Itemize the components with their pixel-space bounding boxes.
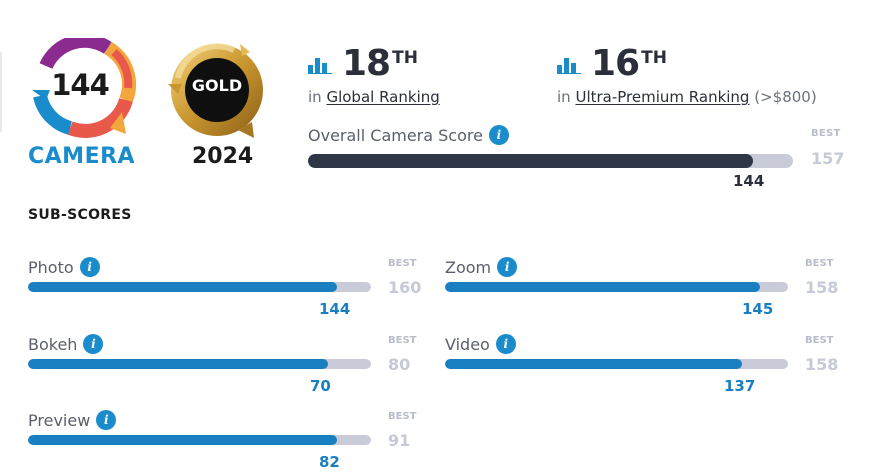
gold-medal-badge: GOLD: [164, 38, 270, 142]
subscore-label: Zoom: [445, 257, 492, 277]
ultra-premium-ranking-link[interactable]: Ultra-Premium Ranking: [575, 88, 750, 106]
subscore-best-value: 80: [388, 355, 411, 374]
subscore-label: Photo: [28, 257, 74, 277]
overall-best-value: 157: [811, 149, 845, 168]
global-rank-prefix: in: [308, 88, 322, 106]
subscore-bar: [28, 435, 371, 445]
overall-score-value: 144: [733, 172, 765, 190]
global-ranking: 18 TH in Global Ranking: [308, 44, 440, 106]
subscore-best-label: BEST: [805, 335, 834, 346]
subscore-bar: [28, 359, 371, 369]
subscore-best-value: 91: [388, 431, 411, 450]
subscore-best-label: BEST: [388, 335, 417, 346]
bar-chart-icon: [557, 58, 581, 74]
info-icon[interactable]: i: [488, 125, 509, 145]
subscore-best-label: BEST: [388, 258, 417, 269]
ultra-premium-rank-suffix: TH: [641, 48, 667, 68]
ultra-premium-rank-number: 16: [591, 43, 640, 84]
subscore-best-value: 158: [805, 355, 839, 374]
subscore-bokeh: Bokeh i BEST 80 70: [28, 334, 428, 404]
medal-label: GOLD: [191, 76, 243, 95]
overall-score-title: Overall Camera Score: [308, 126, 483, 145]
subscore-preview: Preview i BEST 91 82: [28, 410, 428, 476]
subscore-fill: [28, 435, 337, 445]
subscore-fill: [445, 282, 760, 292]
subscore-value: 137: [724, 377, 756, 395]
subscore-fill: [445, 359, 742, 369]
global-rank-suffix: TH: [392, 48, 418, 68]
subscore-bar: [445, 282, 788, 292]
info-icon[interactable]: i: [497, 257, 518, 277]
subscore-video: Video i BEST 158 137: [445, 334, 845, 404]
subscore-best-value: 160: [388, 278, 422, 297]
bar-chart-icon: [308, 58, 332, 74]
subscore-label: Preview: [28, 410, 91, 430]
info-icon[interactable]: i: [96, 410, 117, 430]
subscore-value: 82: [319, 453, 340, 471]
ultra-premium-ranking: 16 TH in Ultra-Premium Ranking (>$800): [557, 44, 817, 106]
subscore-bar: [445, 359, 788, 369]
overall-best-label: BEST: [811, 128, 841, 139]
subscore-label: Bokeh: [28, 334, 78, 354]
camera-score-value: 144: [51, 68, 110, 102]
subscore-photo: Photo i BEST 160 144: [28, 257, 428, 327]
subscore-bar: [28, 282, 371, 292]
ultra-premium-rank-prefix: in: [557, 88, 571, 106]
overall-score-bar: [308, 154, 793, 168]
camera-score-badge: 144: [30, 38, 138, 140]
score-ring-icon: [32, 38, 136, 138]
subscore-zoom: Zoom i BEST 158 145: [445, 257, 845, 327]
ultra-premium-price-range: (>$800): [754, 88, 817, 106]
left-edge-divider: [0, 52, 2, 132]
subscore-best-label: BEST: [388, 411, 417, 422]
info-icon[interactable]: i: [79, 257, 100, 277]
subscore-value: 145: [742, 300, 774, 318]
subscores-heading: SUB-SCORES: [28, 207, 132, 223]
info-icon[interactable]: i: [495, 334, 516, 354]
overall-score-fill: [308, 154, 753, 168]
subscore-best-label: BEST: [805, 258, 834, 269]
subscore-value: 144: [319, 300, 351, 318]
medal-year: 2024: [192, 144, 254, 169]
subscore-best-value: 158: [805, 278, 839, 297]
subscore-fill: [28, 282, 337, 292]
gold-medal-icon: [168, 43, 263, 138]
subscore-fill: [28, 359, 328, 369]
subscore-value: 70: [310, 377, 331, 395]
global-ranking-link[interactable]: Global Ranking: [326, 88, 440, 106]
camera-score-category: CAMERA: [28, 144, 136, 169]
overall-score-label: Overall Camera Score i: [308, 125, 509, 145]
subscore-label: Video: [445, 334, 490, 354]
info-icon[interactable]: i: [83, 334, 104, 354]
global-rank-number: 18: [342, 43, 391, 84]
